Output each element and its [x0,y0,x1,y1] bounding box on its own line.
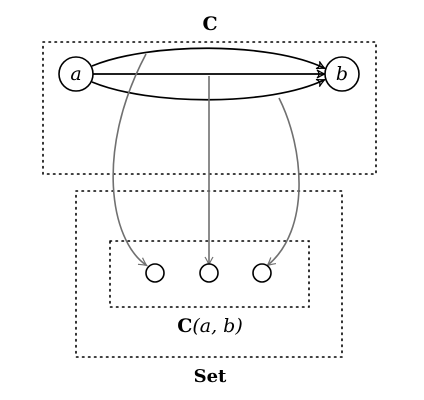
category-title: C [202,13,217,35]
hom-set-label-prefix: C [177,315,192,337]
object-a: a [58,56,94,92]
set-title: Set [194,366,227,387]
object-a-label: a [70,63,81,85]
object-b-label: b [336,63,348,85]
mapping-arrow-right [268,97,300,265]
morphism-arrow-top [91,47,324,68]
object-b: b [324,56,360,92]
hom-set-label: C(a, b) [177,315,243,337]
hom-element-2 [199,263,219,283]
hom-element-1 [145,263,165,283]
mapping-arrow-left [112,53,146,265]
hom-element-3 [252,263,272,283]
hom-set-label-args: (a, b) [192,315,242,337]
